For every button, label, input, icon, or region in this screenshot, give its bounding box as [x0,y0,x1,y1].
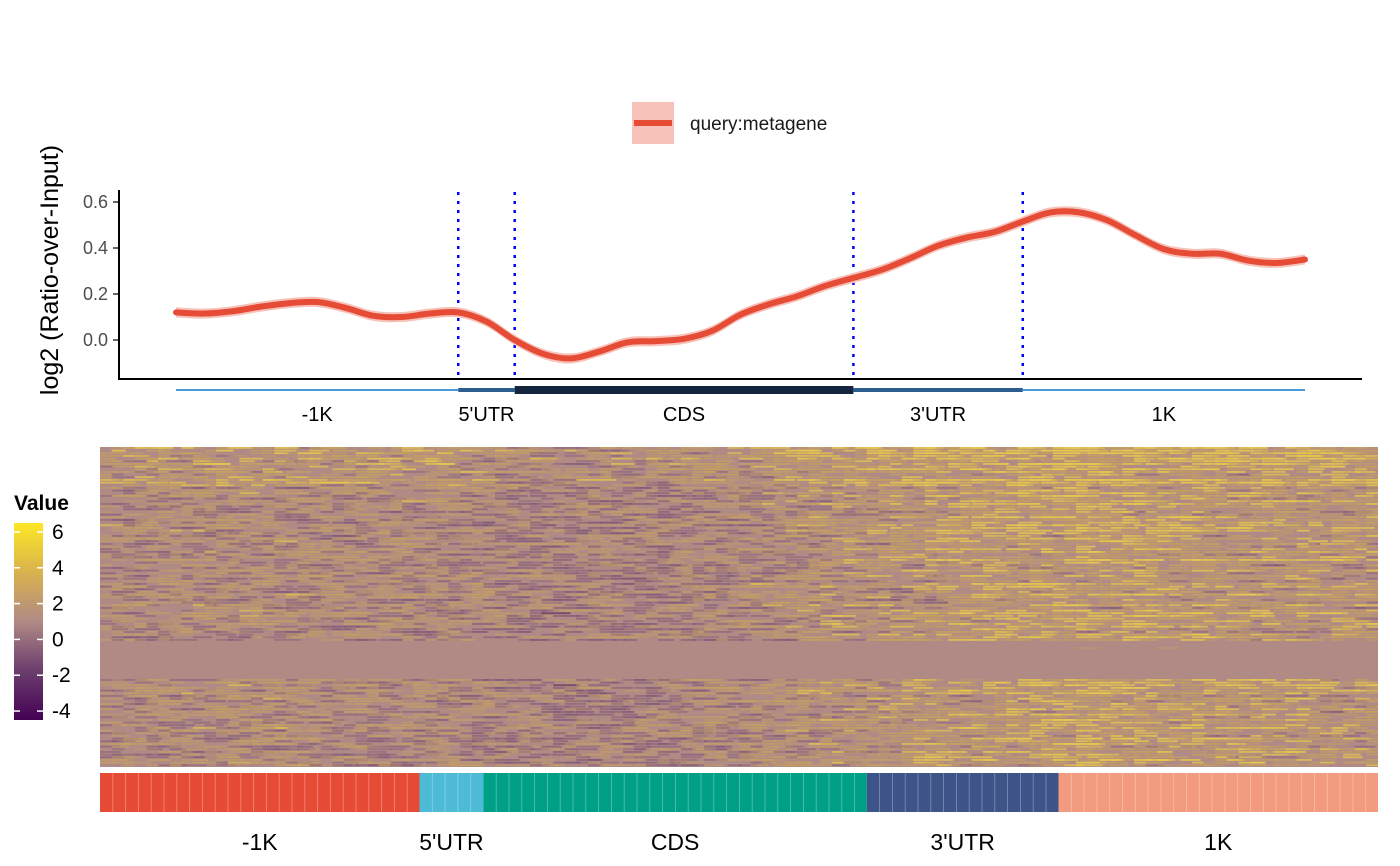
colorbar: Value 6 4 2 0 -2 -4 [14,492,71,723]
gene-model-1k-label: -1K [302,404,334,426]
colorbar-gradient [14,523,43,720]
colorbar-tick-label: 0 [52,628,64,651]
y-tick-label: 0.0 [83,330,108,350]
colorbar-tick-label: -4 [52,700,71,723]
y-tick-label: 0.2 [83,284,108,304]
annotation-cds-label: CDS [651,829,700,855]
annotation-5utr-block [419,773,484,812]
annotation-1k-block [1058,773,1378,812]
colorbar-title: Value [14,492,69,515]
gene-model-cds-label: CDS [663,404,705,426]
y-axis-title: log2 (Ratio-over-Input) [36,145,64,395]
y-axis-ticks: 0.0 0.2 0.4 0.6 [83,192,119,350]
gene-model-1k-label: 1K [1152,404,1177,426]
annotation-bar [100,773,1378,812]
colorbar-tick-label: 4 [52,557,64,580]
region-boundaries [457,192,1024,378]
gene-model-3utr-label: 3'UTR [910,404,966,426]
annotation-labels: -1K 5'UTR CDS 3'UTR 1K [242,829,1233,855]
gene-model-labels: -1K 5'UTR CDS 3'UTR 1K [302,404,1177,426]
colorbar-tick-label: -2 [52,664,71,687]
heatmap-cells [100,447,1378,767]
series-line-query-metagene [173,208,1308,362]
heatmap [100,447,1378,767]
confidence-band [176,206,1305,364]
legend-label: query:metagene [690,114,827,135]
legend: query:metagene [632,102,827,144]
gene-model-5utr-label: 5'UTR [458,404,514,426]
colorbar-ticks: 6 4 2 0 -2 -4 [14,521,71,723]
annotation-5utr-label: 5'UTR [419,829,483,855]
y-tick-label: 0.6 [83,192,108,212]
colorbar-tick-label: 2 [52,593,64,616]
annotation-3utr-label: 3'UTR [930,829,994,855]
y-tick-label: 0.4 [83,238,108,258]
annotation-3utr-block [866,773,1059,812]
annotation-1k-label: 1K [1204,829,1233,855]
colorbar-tick-label: 6 [52,521,64,544]
annotation-1k-block [100,773,420,812]
annotation-1k-label: -1K [242,829,278,855]
annotation-cds-block [483,773,867,812]
